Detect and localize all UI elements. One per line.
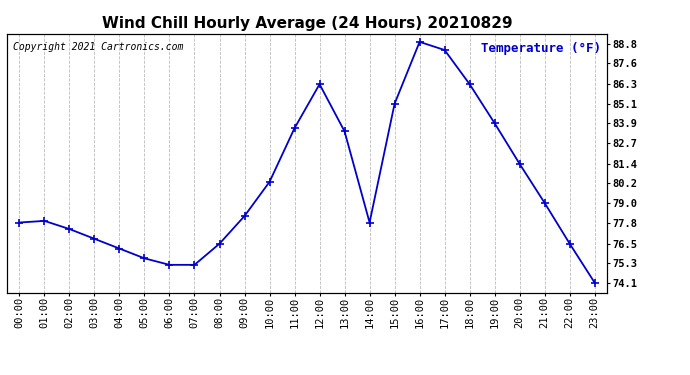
Text: Copyright 2021 Cartronics.com: Copyright 2021 Cartronics.com — [13, 42, 184, 51]
Text: Temperature (°F): Temperature (°F) — [481, 42, 601, 54]
Title: Wind Chill Hourly Average (24 Hours) 20210829: Wind Chill Hourly Average (24 Hours) 202… — [101, 16, 513, 31]
